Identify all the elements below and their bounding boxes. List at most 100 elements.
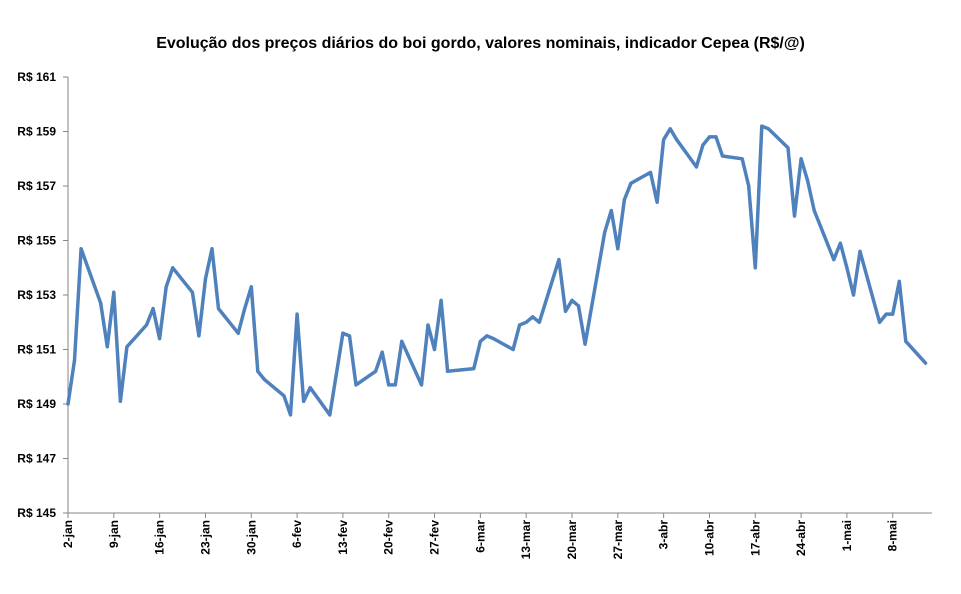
data-point bbox=[472, 367, 476, 371]
data-point bbox=[858, 249, 862, 253]
data-point bbox=[694, 165, 699, 169]
data-point bbox=[446, 369, 450, 373]
x-tick-label: 6-mar bbox=[473, 520, 487, 553]
chart-title: Evolução dos preços diários do boi gordo… bbox=[156, 35, 805, 52]
data-point bbox=[799, 157, 803, 161]
data-point bbox=[537, 320, 541, 324]
data-point bbox=[164, 285, 168, 289]
y-tick-label: R$ 161 bbox=[17, 70, 56, 84]
data-point bbox=[478, 339, 482, 343]
data-point bbox=[72, 358, 77, 362]
series-line bbox=[66, 124, 928, 417]
x-tick-label: 20-mar bbox=[565, 520, 579, 560]
data-point bbox=[603, 230, 607, 234]
x-tick-label: 24-abr bbox=[794, 520, 808, 556]
plot-area bbox=[66, 124, 928, 417]
data-point bbox=[419, 383, 424, 387]
data-point bbox=[707, 135, 712, 139]
data-point bbox=[740, 157, 744, 161]
data-point bbox=[295, 312, 299, 316]
y-tick-label: R$ 149 bbox=[17, 397, 56, 411]
data-point bbox=[766, 127, 771, 131]
data-point bbox=[668, 127, 672, 131]
data-point bbox=[923, 361, 928, 365]
data-point bbox=[387, 383, 391, 387]
x-tick-label: 2-jan bbox=[61, 520, 75, 548]
x-tick-label: 20-fev bbox=[382, 520, 396, 555]
data-point bbox=[99, 301, 103, 305]
data-point bbox=[125, 345, 129, 349]
data-point bbox=[845, 266, 849, 270]
data-point bbox=[812, 208, 816, 213]
data-point bbox=[838, 241, 843, 245]
data-point bbox=[158, 337, 162, 341]
data-point bbox=[904, 339, 908, 343]
data-point bbox=[832, 258, 836, 262]
data-point bbox=[236, 331, 240, 335]
data-point bbox=[622, 198, 627, 202]
data-point bbox=[806, 179, 810, 183]
data-point bbox=[347, 334, 352, 338]
data-point bbox=[792, 214, 797, 218]
data-point bbox=[524, 320, 528, 324]
x-tick-label: 8-mai bbox=[886, 520, 900, 551]
y-tick-label: R$ 155 bbox=[17, 234, 56, 248]
data-point bbox=[66, 402, 70, 406]
data-point bbox=[354, 383, 358, 387]
data-point bbox=[760, 124, 764, 128]
data-point bbox=[563, 309, 568, 313]
data-point bbox=[151, 307, 155, 311]
data-point bbox=[485, 334, 489, 338]
data-point bbox=[786, 146, 790, 150]
data-point bbox=[570, 298, 574, 302]
y-axis-ticks: R$ 145 R$ 147 R$ 149 R$ 151 R$ 153 R$ 155 R$ 1… bbox=[17, 70, 68, 520]
data-point bbox=[243, 307, 247, 311]
x-tick-label: 16-jan bbox=[153, 520, 167, 555]
data-point bbox=[112, 290, 116, 294]
y-tick-label: R$ 145 bbox=[17, 506, 56, 520]
data-point bbox=[655, 200, 659, 204]
data-point bbox=[380, 350, 384, 354]
data-point bbox=[662, 138, 666, 142]
data-point bbox=[609, 208, 613, 213]
data-point bbox=[884, 312, 888, 316]
data-point bbox=[282, 394, 286, 398]
data-point bbox=[557, 258, 561, 262]
y-tick-label: R$ 157 bbox=[17, 179, 56, 193]
data-point bbox=[308, 386, 312, 390]
data-point bbox=[302, 399, 306, 403]
x-tick-label: 30-jan bbox=[244, 520, 258, 555]
data-point bbox=[616, 247, 620, 251]
x-tick-label: 3-abr bbox=[657, 520, 671, 550]
data-point bbox=[190, 290, 194, 294]
data-point bbox=[576, 304, 581, 308]
data-point bbox=[171, 266, 175, 270]
data-point bbox=[675, 138, 679, 142]
data-point bbox=[432, 347, 437, 352]
x-tick-label: 9-jan bbox=[107, 520, 121, 548]
x-tick-label: 23-jan bbox=[198, 520, 212, 555]
x-tick-label: 1-mai bbox=[840, 520, 854, 551]
data-point bbox=[197, 334, 201, 338]
data-point bbox=[531, 315, 535, 319]
data-point bbox=[374, 369, 378, 373]
y-tick-label: R$ 153 bbox=[17, 288, 56, 302]
data-point bbox=[439, 298, 443, 302]
data-point bbox=[328, 413, 332, 417]
data-point bbox=[878, 320, 882, 324]
data-point bbox=[203, 277, 208, 281]
x-tick-label: 13-fev bbox=[336, 520, 350, 555]
data-point bbox=[249, 285, 253, 289]
x-axis-ticks: 2-jan 9-jan 16-jan 23-jan 30-jan 6-fev 13-fev 2… bbox=[61, 513, 900, 559]
data-point bbox=[891, 312, 895, 316]
data-point bbox=[393, 383, 397, 387]
data-point bbox=[491, 337, 496, 341]
data-point bbox=[262, 377, 266, 382]
data-point bbox=[144, 323, 149, 327]
data-point bbox=[511, 347, 515, 352]
data-point bbox=[518, 323, 522, 327]
data-point bbox=[216, 307, 221, 311]
data-point bbox=[118, 399, 122, 403]
x-tick-label: 17-abr bbox=[748, 520, 762, 556]
